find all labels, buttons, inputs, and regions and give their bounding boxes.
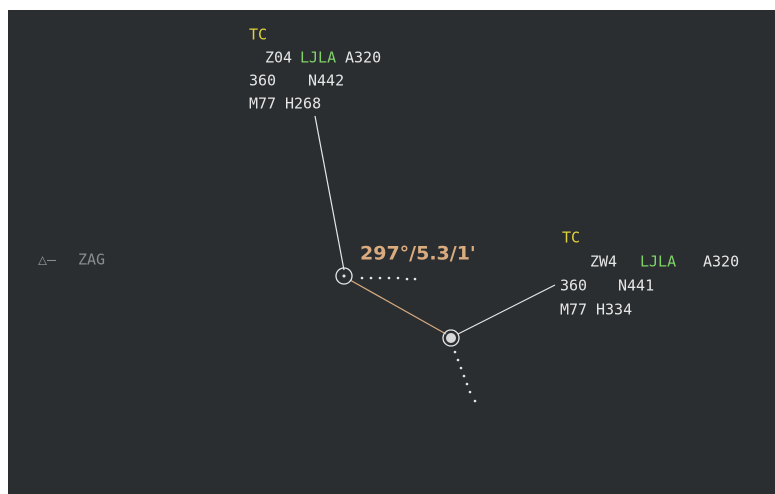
track-status: TC — [562, 229, 580, 247]
track-label[interactable]: TC ZW4 LJLA A320 360 N441 M77 H334 — [560, 229, 739, 319]
fix-name: ZAG — [78, 251, 105, 269]
track-symbol[interactable] — [442, 329, 460, 347]
callsign: Z04 — [265, 49, 292, 67]
speed: M77 — [560, 301, 587, 319]
aircraft-type: A320 — [703, 253, 739, 271]
destination: LJLA — [640, 253, 676, 271]
history-dots — [360, 276, 477, 403]
speed: M77 — [249, 95, 276, 113]
track-center — [446, 333, 456, 343]
track-center — [342, 274, 346, 278]
bearing-line — [349, 279, 447, 335]
route: N441 — [618, 277, 654, 295]
callsign: ZW4 — [590, 253, 617, 271]
aircraft-type: A320 — [345, 49, 381, 67]
measurement-label: 297°/5.3/1' — [360, 243, 476, 265]
leader-line — [457, 284, 556, 335]
fix-symbol: △— — [38, 251, 57, 269]
track-label[interactable]: TC Z04 LJLA A320 360 N442 M77 H268 — [249, 26, 381, 113]
heading: H334 — [596, 301, 632, 319]
radar-background — [8, 10, 775, 494]
route: N442 — [308, 72, 344, 90]
destination: LJLA — [300, 49, 336, 67]
flight-level: 360 — [249, 72, 276, 90]
heading: H268 — [285, 95, 321, 113]
track-symbol[interactable] — [335, 267, 353, 285]
track-status: TC — [249, 26, 267, 44]
leader-line — [314, 115, 345, 271]
flight-level: 360 — [560, 277, 587, 295]
